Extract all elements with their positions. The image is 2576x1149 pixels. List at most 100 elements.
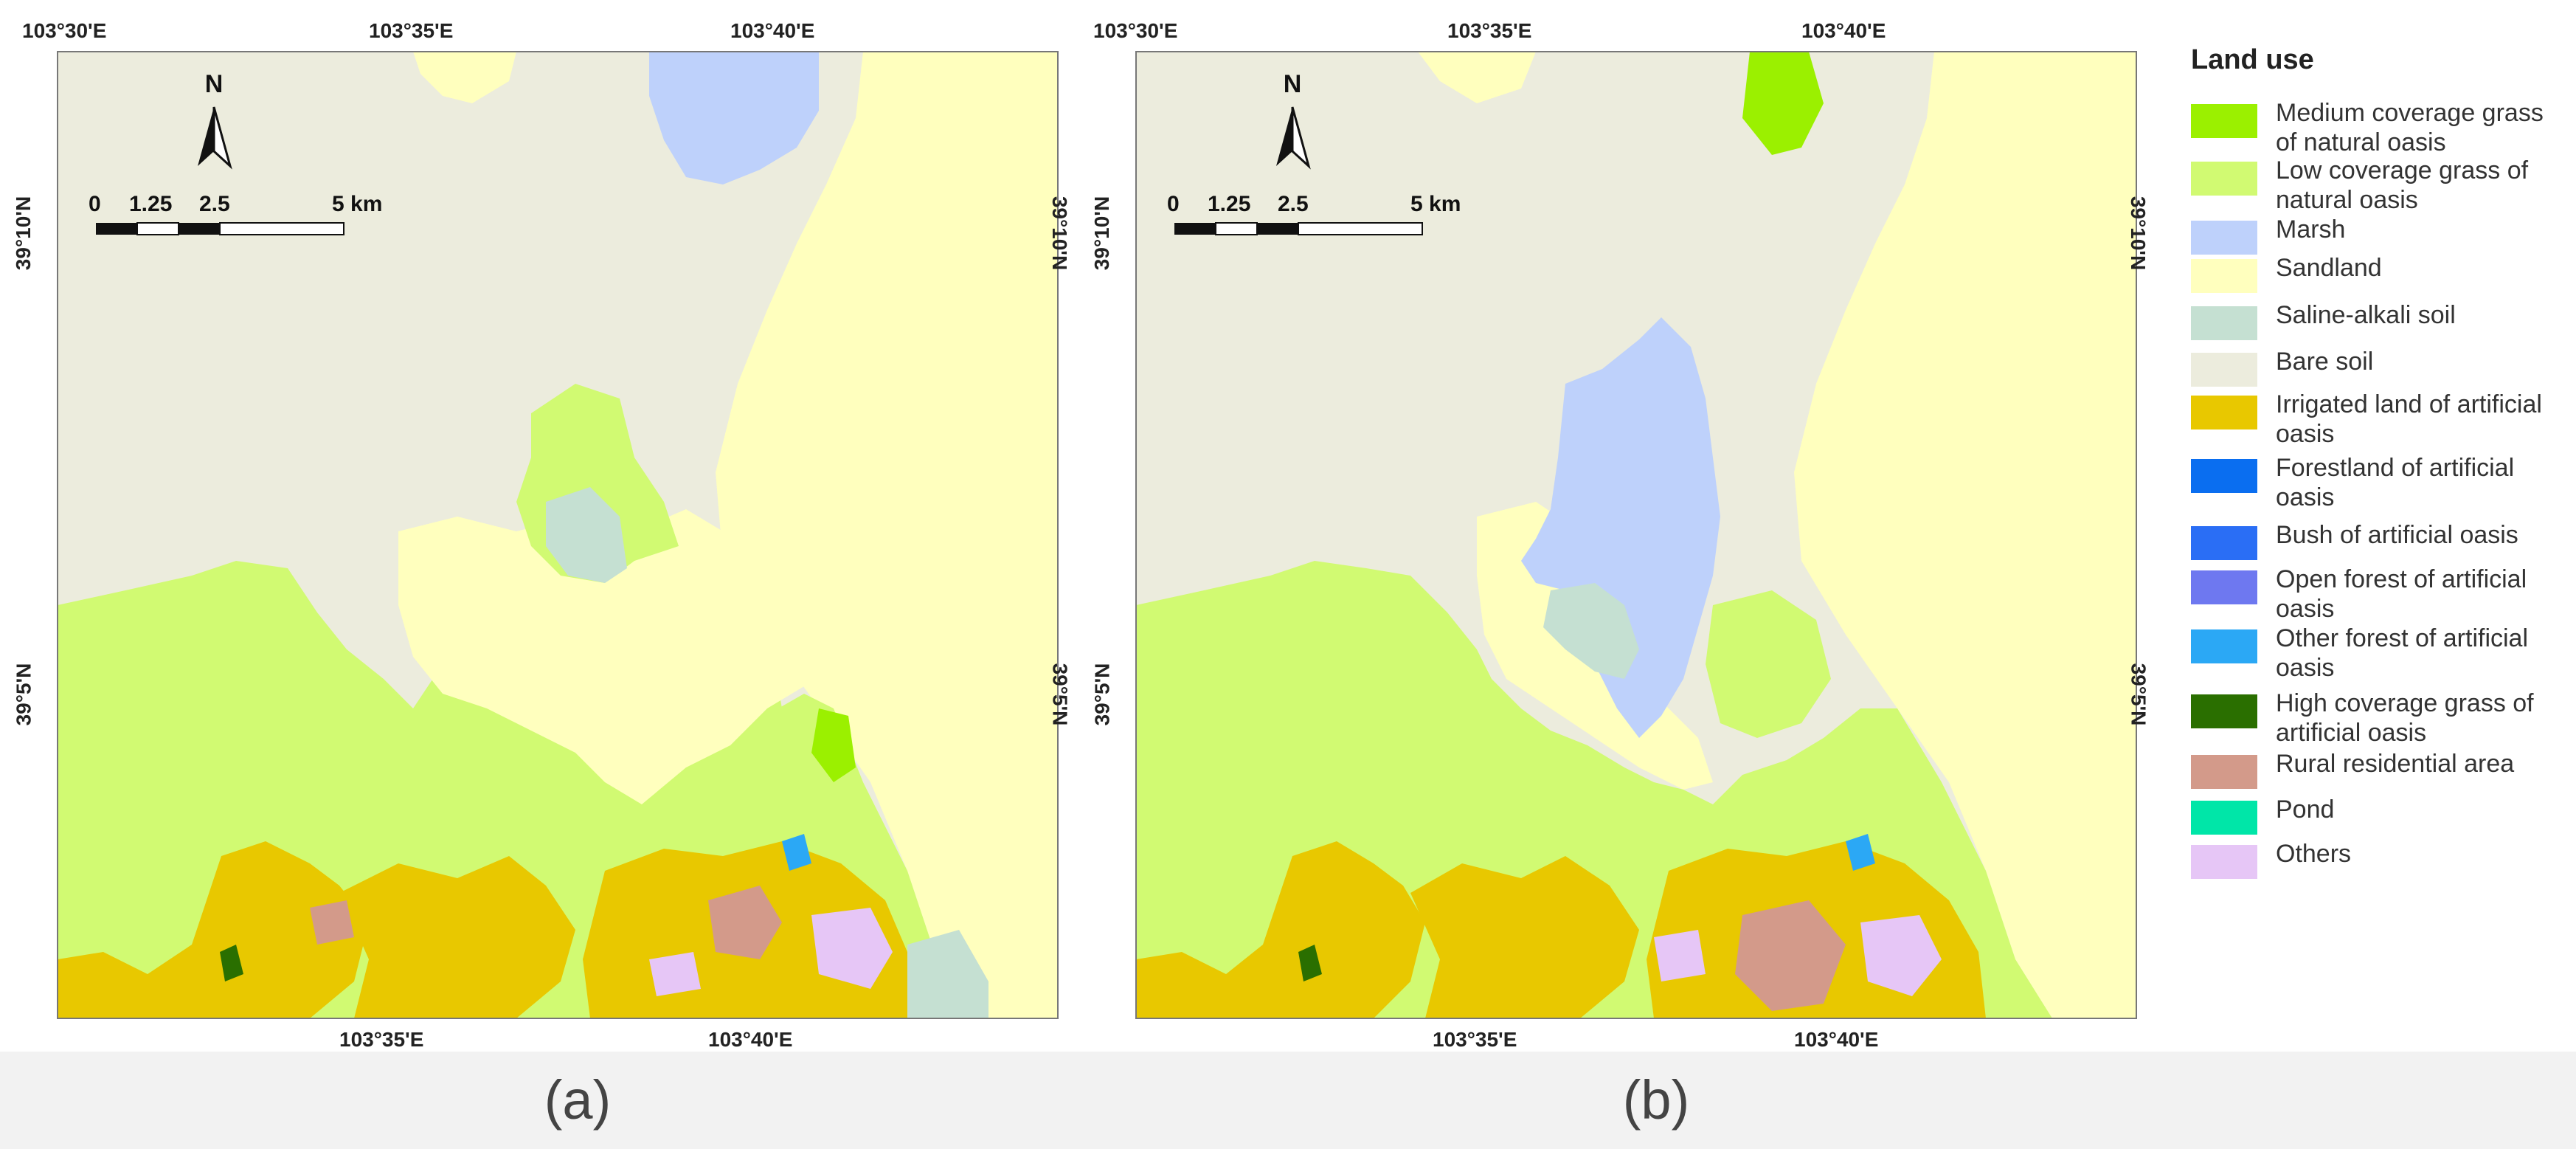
scale-label-3: 5 km: [332, 192, 383, 216]
legend-swatch: [2191, 306, 2257, 340]
legend-swatch: [2191, 526, 2257, 560]
map-panel-a: 103°30'E 103°35'E 103°40'E 103°35'E 103°…: [0, 0, 1077, 1149]
top-tick-3: 103°40'E: [730, 19, 815, 42]
legend-swatch: [2191, 353, 2257, 387]
legend-label: Marsh: [2276, 215, 2346, 244]
irrigated-land-sc: [339, 856, 575, 1018]
legend-swatch: [2191, 801, 2257, 835]
high-grass-patch: [220, 945, 243, 981]
legend-swatch: [2191, 396, 2257, 429]
scale-label-2: 2.5: [1278, 192, 1309, 216]
bottom-tick-1: 103°35'E: [1433, 1028, 1517, 1051]
legend-label: Others: [2276, 840, 2352, 868]
land-use-map-b: [1135, 51, 2137, 1019]
top-tick-3: 103°40'E: [1801, 19, 1886, 42]
top-tick-2: 103°35'E: [369, 19, 454, 42]
residential-area: [1735, 900, 1846, 1011]
medium-grass-patch: [811, 708, 856, 782]
panel-label-a: (a): [544, 1069, 612, 1131]
marsh-region: [1521, 317, 1720, 738]
legend-swatch: [2191, 104, 2257, 138]
scale-bar: [96, 222, 344, 235]
legend-label: Pond: [2276, 796, 2335, 824]
grass-east-patch: [1706, 590, 1831, 738]
medium-grass-region: [1742, 52, 1824, 155]
scale-label-1: 1.25: [1208, 192, 1251, 216]
forest-patch: [1846, 834, 1875, 871]
legend-swatch: [2191, 162, 2257, 196]
bottom-tick-2: 103°40'E: [1794, 1028, 1879, 1051]
saline-alkali-east: [907, 930, 988, 1018]
sandland-region: [716, 52, 1058, 1018]
legend-swatch: [2191, 459, 2257, 493]
legend-label: High coverage grass of artificial oasis: [2276, 689, 2534, 747]
north-label: N: [204, 70, 224, 98]
sandland-strip: [413, 52, 516, 103]
top-tick-1: 103°30'E: [22, 19, 107, 42]
land-use-map-a: [57, 51, 1059, 1019]
irrigated-land-sc: [1410, 856, 1639, 1018]
north-label: N: [1283, 70, 1302, 98]
residential-area: [708, 886, 782, 959]
legend-swatch: [2191, 694, 2257, 728]
bottom-tick-2: 103°40'E: [708, 1028, 793, 1051]
legend-label: Low coverage grass of natural oasis: [2276, 156, 2529, 214]
legend-title: Land use: [2191, 44, 2314, 75]
legend-label: Bare soil: [2276, 348, 2374, 376]
map-frame: [57, 51, 1059, 1019]
right-tick-2: 39°5'N: [2127, 663, 2150, 726]
scale-label-3: 5 km: [1410, 192, 1461, 216]
top-tick-2: 103°35'E: [1447, 19, 1532, 42]
left-tick-2: 39°5'N: [12, 663, 35, 726]
legend-label: Sandland: [2276, 254, 2382, 282]
left-tick-1: 39°10'N: [12, 196, 35, 271]
legend-label: Bush of artificial oasis: [2276, 521, 2518, 549]
legend-swatch: [2191, 570, 2257, 604]
legend-label: Irrigated land of artificial oasis: [2276, 390, 2542, 448]
sandland-strip: [1418, 52, 1536, 103]
scale-label-0: 0: [89, 192, 101, 216]
scale-label-2: 2.5: [199, 192, 230, 216]
legend-swatch: [2191, 845, 2257, 879]
map-frame: [1135, 51, 2137, 1019]
left-tick-1: 39°10'N: [1090, 196, 1114, 271]
legend-label: Medium coverage grass of natural oasis: [2276, 99, 2544, 156]
sandland-central: [398, 509, 804, 804]
others-area: [1860, 915, 1942, 996]
right-tick-1: 39°10'N: [1048, 196, 1072, 271]
others-area-2: [1654, 930, 1706, 981]
north-arrow: [198, 106, 232, 170]
left-tick-2: 39°5'N: [1090, 663, 1114, 726]
legend: Land use Medium coverage grass of natura…: [2184, 37, 2567, 879]
legend-label: Saline-alkali soil: [2276, 301, 2456, 329]
marsh-region: [649, 52, 819, 184]
scale-bar: [1174, 222, 1423, 235]
irrigated-land-sw: [1136, 841, 1425, 1018]
panel-label-b: (b): [1622, 1069, 1690, 1131]
others-area: [811, 908, 893, 989]
map-panel-b: 103°30'E 103°35'E 103°40'E 103°35'E 103°…: [1078, 0, 2156, 1149]
others-area-2: [649, 952, 701, 996]
legend-label: Other forest of artificial oasis: [2276, 624, 2529, 682]
north-arrow: [1276, 106, 1311, 170]
legend-swatch: [2191, 221, 2257, 255]
forest-patch: [782, 834, 811, 871]
bottom-tick-1: 103°35'E: [339, 1028, 424, 1051]
legend-swatch: [2191, 755, 2257, 789]
legend-swatch: [2191, 629, 2257, 663]
sandland-region: [1794, 52, 2136, 1018]
right-tick-1: 39°10'N: [2127, 196, 2150, 271]
irrigated-land-sw: [58, 841, 369, 1018]
right-tick-2: 39°5'N: [1048, 663, 1072, 726]
legend-swatch: [2191, 259, 2257, 293]
saline-alkali-patch: [546, 487, 627, 583]
legend-label: Open forest of artificial oasis: [2276, 565, 2527, 623]
residential-area-2: [310, 900, 354, 945]
legend-label: Rural residential area: [2276, 750, 2515, 778]
legend-label: Forestland of artificial oasis: [2276, 454, 2515, 511]
saline-alkali-patch: [1543, 583, 1639, 679]
scale-label-1: 1.25: [129, 192, 173, 216]
top-tick-1: 103°30'E: [1093, 19, 1178, 42]
scale-label-0: 0: [1167, 192, 1180, 216]
high-grass-patch: [1298, 945, 1322, 981]
